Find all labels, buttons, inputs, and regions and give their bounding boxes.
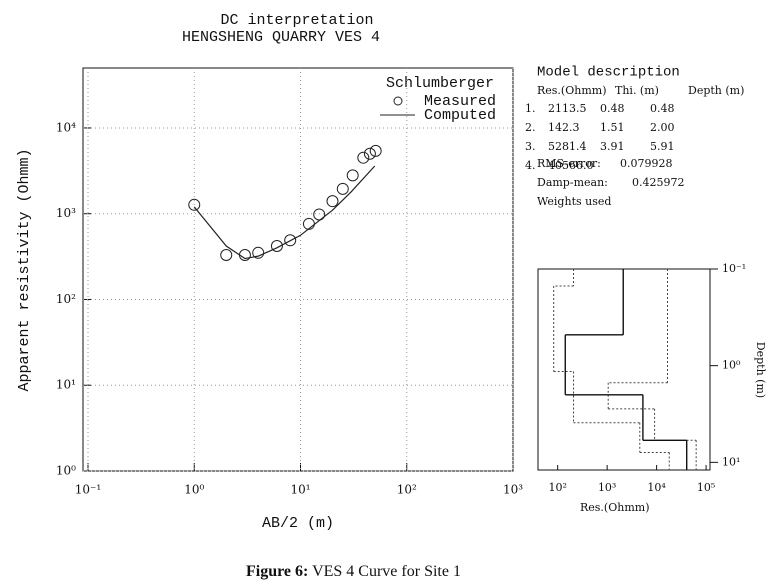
x-axis-label: Res.(Ohmm)	[580, 501, 649, 514]
x-tick-label: 10⁰	[184, 483, 204, 497]
y-tick-label: 10⁰	[56, 464, 76, 478]
legend-label: Computed	[424, 107, 496, 124]
x-tick-label: 10⁻¹	[75, 483, 101, 497]
desc-cell: 0.48	[650, 102, 675, 115]
measured-point	[346, 169, 359, 182]
y-tick-label: 10⁰	[722, 359, 741, 372]
measured-point	[220, 249, 233, 262]
measured-point	[252, 246, 265, 259]
x-tick-label: 10⁴	[647, 481, 666, 494]
desc-cell: 5281.4	[548, 140, 587, 153]
x-tick-label: 10³	[503, 483, 523, 497]
desc-header: Res.(Ohmm)	[537, 84, 606, 97]
x-axis-label: AB/2 (m)	[262, 515, 334, 532]
y-tick-label: 10²	[56, 292, 76, 306]
model-description: Model description Res.(Ohmm) Thi. (m) De…	[537, 65, 744, 208]
measured-point	[357, 151, 370, 164]
desc-cell: 40566.0	[548, 159, 594, 172]
caption-label: Figure 6:	[246, 563, 308, 580]
desc-label: Damp-mean:	[537, 176, 608, 189]
model-frame	[537, 268, 711, 471]
desc-cell: 3.	[525, 140, 536, 153]
measured-point	[336, 182, 349, 195]
measured-point	[270, 240, 283, 253]
desc-label: Weights used	[537, 195, 611, 208]
measured-point	[369, 144, 382, 157]
desc-cell: 1.	[525, 102, 536, 115]
desc-value: 0.425972	[632, 176, 685, 189]
x-tick-label: 10²	[397, 483, 417, 497]
desc-cell: 5.91	[650, 140, 675, 153]
x-tick-label: 10²	[548, 481, 566, 494]
desc-label: RMS-error:	[537, 157, 601, 170]
caption: Figure 6: VES 4 Curve for Site 1	[246, 563, 461, 580]
legend-title: Schlumberger	[386, 75, 494, 92]
desc-cell: 2.	[525, 121, 536, 134]
desc-cell: 2.00	[650, 121, 675, 134]
measured-point	[363, 147, 376, 160]
y-axis-label: Depth (m)	[754, 342, 767, 398]
chart-title: DC interpretation	[220, 12, 373, 29]
plot-frame	[82, 67, 514, 472]
desc-cell: 1.51	[600, 121, 625, 134]
x-tick-label: 10³	[598, 481, 616, 494]
legend-label: Measured	[424, 93, 496, 110]
caption-text: VES 4 Curve for Site 1	[312, 563, 461, 580]
y-tick-label: 10⁻¹	[722, 262, 746, 275]
chart-subtitle: HENGSHENG QUARRY VES 4	[182, 29, 380, 46]
desc-cell: 2113.5	[548, 102, 587, 115]
desc-cell: 0.48	[600, 102, 625, 115]
y-tick-label: 10¹	[56, 378, 76, 392]
legend-marker	[393, 96, 403, 106]
measured-point	[302, 217, 315, 230]
desc-value: 0.079928	[620, 157, 673, 170]
y-tick-label: 10⁴	[56, 120, 76, 134]
desc-title: Model description	[537, 65, 680, 81]
desc-cell: 4.	[525, 159, 536, 172]
measured-point	[326, 195, 339, 208]
measured-point	[188, 198, 201, 211]
computed-line	[193, 165, 376, 260]
y-tick-label: 10¹	[722, 455, 740, 468]
measured-point	[284, 234, 297, 247]
desc-header: Depth (m)	[688, 84, 744, 97]
y-tick-label: 10³	[56, 206, 76, 220]
desc-cell: 142.3	[548, 121, 580, 134]
desc-cell: 3.91	[600, 140, 625, 153]
x-tick-label: 10⁵	[697, 481, 715, 494]
x-tick-label: 10¹	[290, 483, 310, 497]
desc-header: Thi. (m)	[615, 84, 659, 97]
y-axis-label: Apparent resistivity (Ohmm)	[16, 148, 33, 391]
